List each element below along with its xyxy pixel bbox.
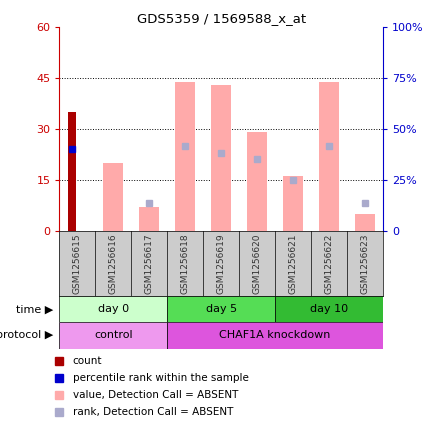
Text: control: control — [94, 330, 132, 341]
Text: CHAF1A knockdown: CHAF1A knockdown — [219, 330, 331, 341]
Bar — [167, 322, 383, 349]
Bar — [283, 176, 303, 231]
Text: percentile rank within the sample: percentile rank within the sample — [73, 373, 249, 383]
Text: day 10: day 10 — [310, 304, 348, 314]
Text: GSM1256620: GSM1256620 — [253, 233, 261, 294]
Bar — [59, 296, 167, 322]
Text: GSM1256619: GSM1256619 — [216, 233, 226, 294]
Bar — [68, 112, 76, 231]
Text: day 5: day 5 — [205, 304, 237, 314]
Text: GSM1256616: GSM1256616 — [109, 233, 118, 294]
Text: GSM1256615: GSM1256615 — [73, 233, 82, 294]
Text: rank, Detection Call = ABSENT: rank, Detection Call = ABSENT — [73, 407, 233, 417]
Text: GSM1256623: GSM1256623 — [360, 233, 369, 294]
Text: protocol ▶: protocol ▶ — [0, 330, 53, 341]
Bar — [211, 85, 231, 231]
Text: time ▶: time ▶ — [16, 304, 53, 314]
Text: value, Detection Call = ABSENT: value, Detection Call = ABSENT — [73, 390, 238, 400]
Bar — [59, 322, 167, 349]
Bar — [275, 296, 383, 322]
Bar — [319, 82, 339, 231]
Text: GSM1256617: GSM1256617 — [145, 233, 154, 294]
Text: GSM1256622: GSM1256622 — [324, 233, 334, 294]
Bar — [247, 132, 267, 231]
Bar — [139, 207, 159, 231]
Bar — [103, 163, 123, 231]
Text: GSM1256618: GSM1256618 — [181, 233, 190, 294]
Text: day 0: day 0 — [98, 304, 129, 314]
Bar — [167, 296, 275, 322]
Text: GSM1256621: GSM1256621 — [289, 233, 297, 294]
Bar — [175, 82, 195, 231]
Bar — [355, 214, 375, 231]
Title: GDS5359 / 1569588_x_at: GDS5359 / 1569588_x_at — [136, 12, 306, 25]
Text: count: count — [73, 356, 102, 366]
